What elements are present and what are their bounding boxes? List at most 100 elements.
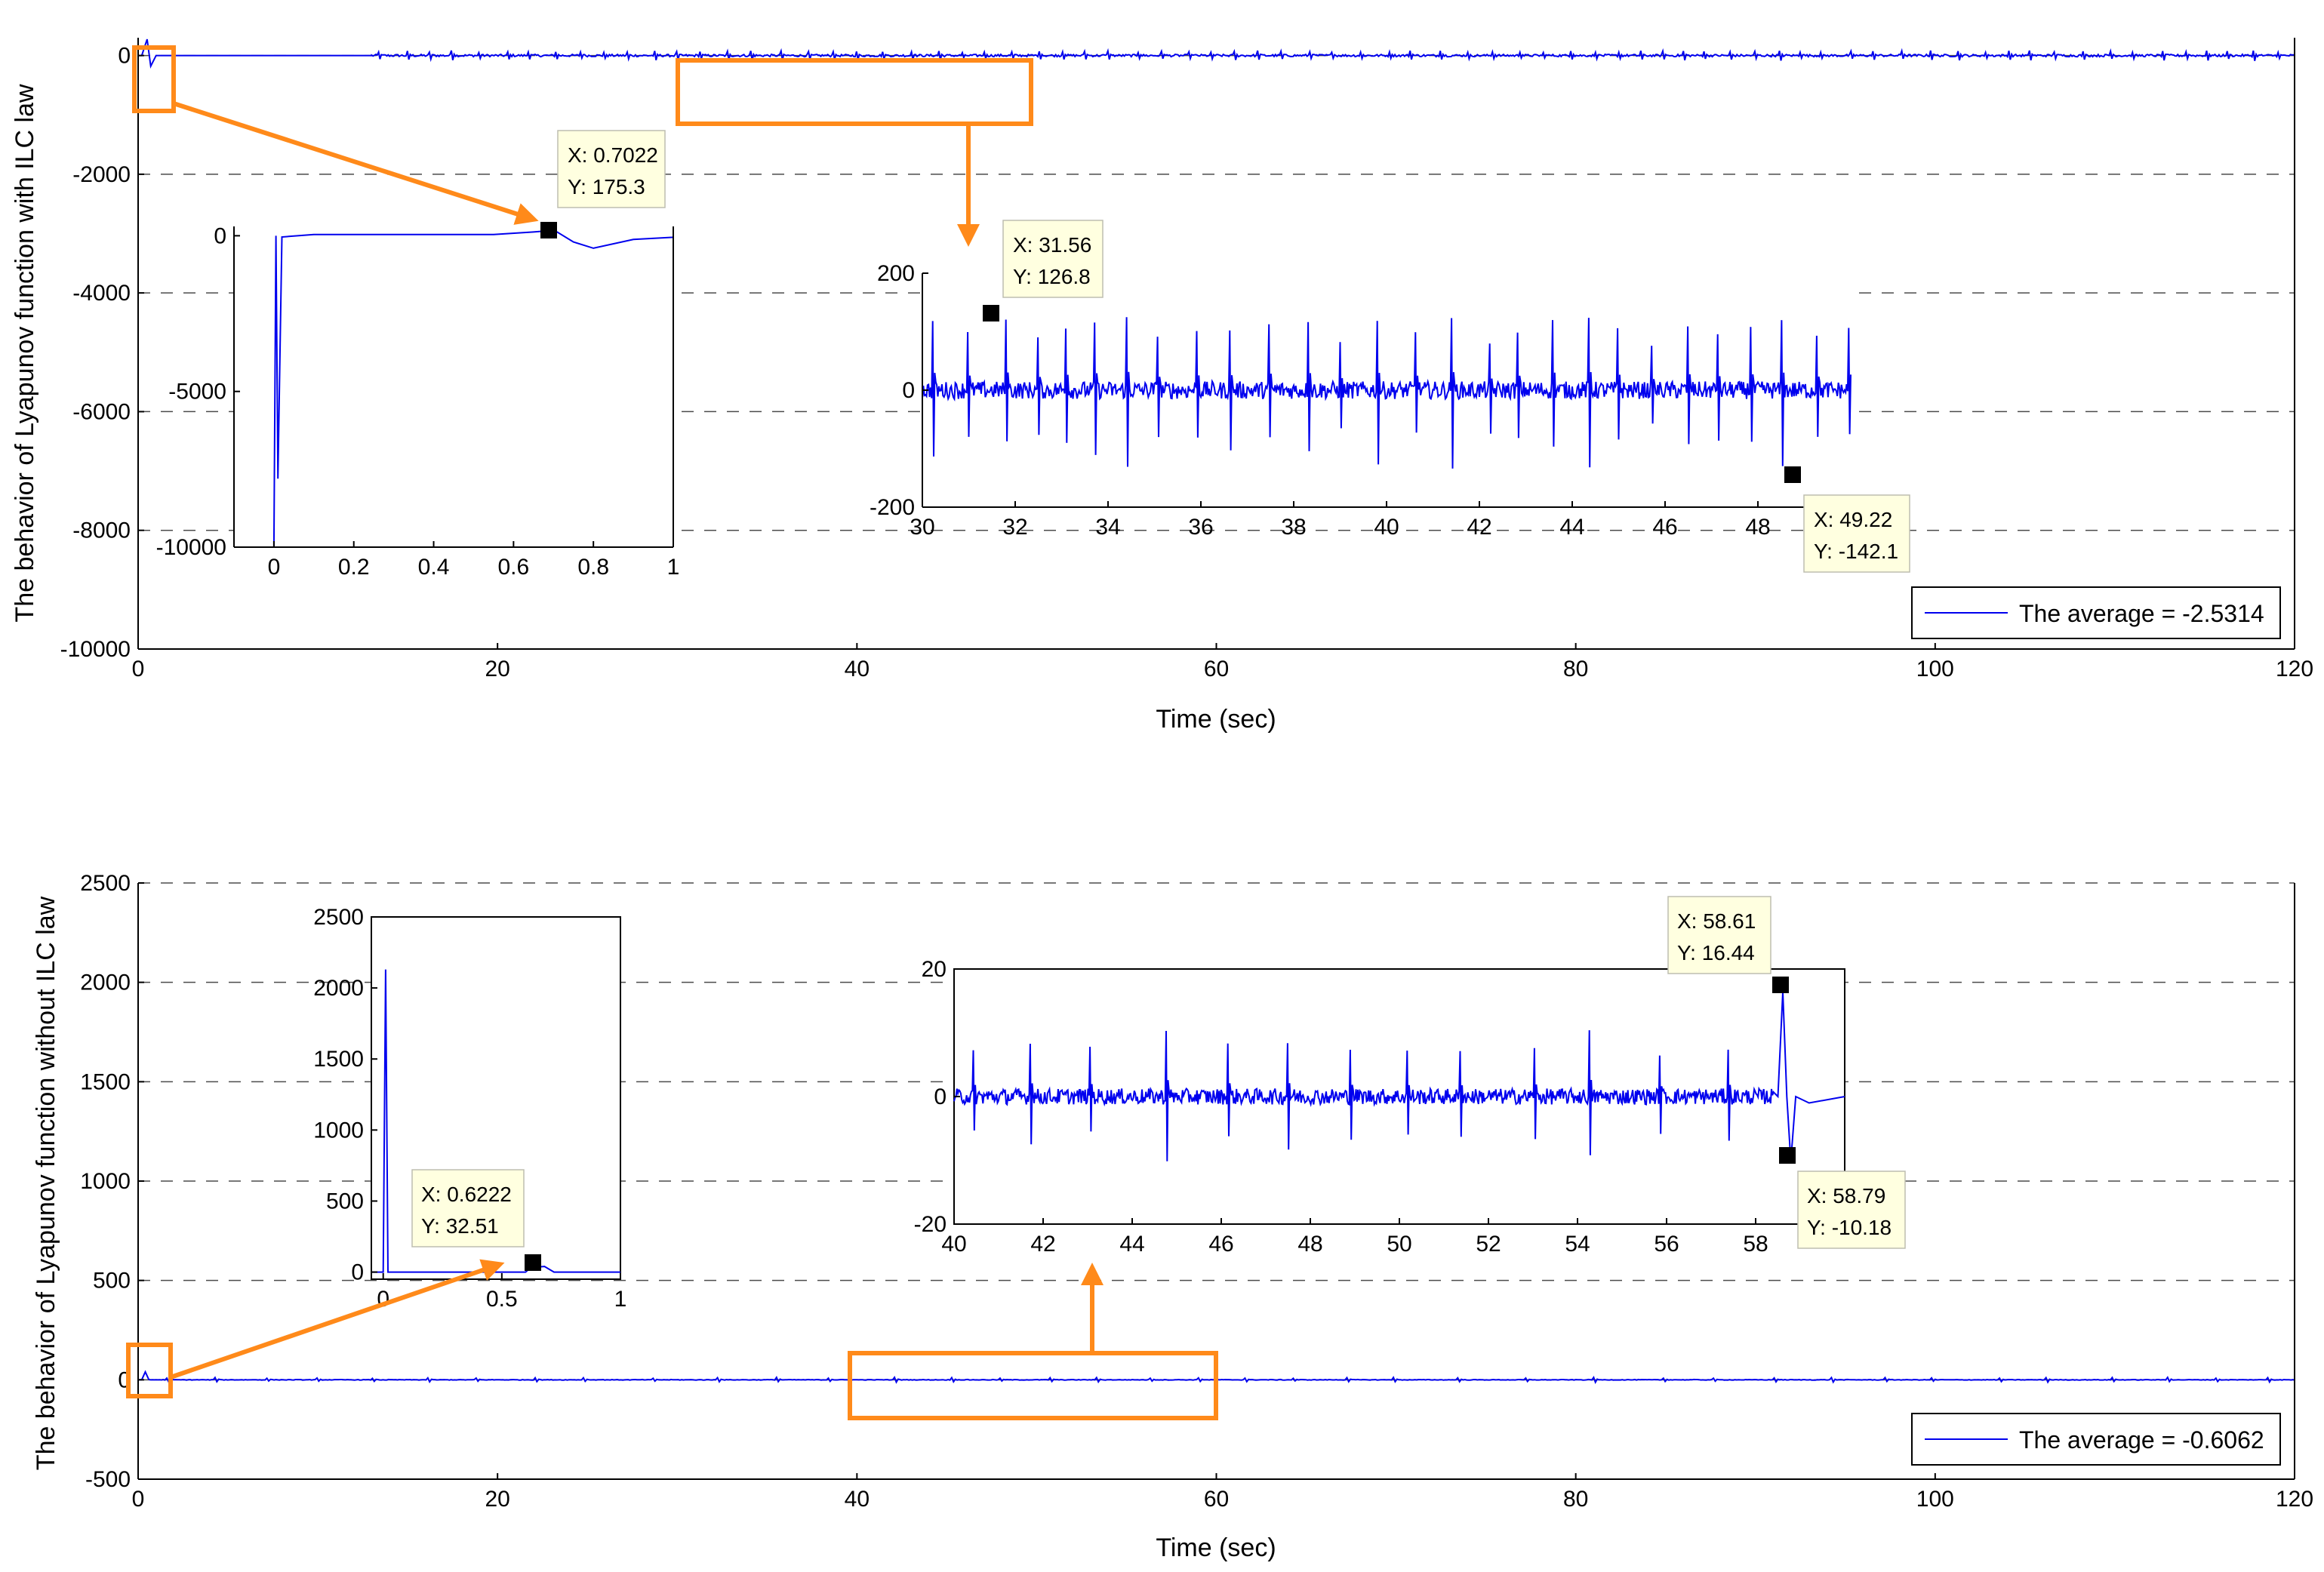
bottom-main-y-tick-label-1: 2000 — [80, 971, 131, 995]
datatip-x: X: 0.6222 — [421, 1183, 512, 1206]
top-inset-left-background — [234, 226, 673, 547]
datatip-y: Y: 32.51 — [421, 1214, 499, 1238]
datatip-marker — [1779, 1147, 1796, 1164]
datatip-box — [411, 1169, 525, 1247]
top-main-y-tick-label-1: -2000 — [72, 162, 131, 187]
bottom-inset-left-trace — [371, 969, 620, 1273]
top-inset-left-x-tick-label-0: 0 — [268, 555, 281, 580]
top-inset-left-series-line — [234, 229, 674, 548]
top-x-axis-label: Time (sec) — [1156, 705, 1276, 734]
datatip-box — [557, 130, 666, 208]
bottom-inset-right-x-tick-label-6: 52 — [1476, 1232, 1501, 1257]
top-inset-right-x-tick-label-6: 42 — [1467, 515, 1491, 540]
datatip-marker — [525, 1254, 541, 1271]
datatip-top-3[interactable]: X: 49.22 Y: -142.1 — [1784, 466, 1910, 573]
top-y-ticks: 0 -2000 -4000 -6000 -8000 -10000 — [60, 44, 144, 662]
datatip-bottom-2[interactable]: X: 58.61 Y: 16.44 — [1667, 896, 1789, 993]
bottom-main-y-tick-label-0: 2500 — [80, 871, 131, 896]
bottom-inset-right-y-tick-label-1: 0 — [934, 1084, 947, 1109]
top-main-x-tick-label-1: 20 — [485, 657, 509, 681]
top-main-x-tick-label-2: 40 — [845, 657, 870, 681]
bottom-inset-left-y-tick-label-1: 2000 — [313, 976, 364, 1001]
bottom-inset-left-x-ticks: 0 0.5 1 — [377, 1273, 626, 1312]
datatip-y: Y: -142.1 — [1814, 540, 1898, 563]
top-inset-right-x-ticks: 30 32 34 36 38 40 42 44 46 48 — [910, 501, 1771, 540]
bottom-main-y-tick-label-3: 1000 — [80, 1169, 131, 1194]
top-inset-left-x-tick-label-4: 0.8 — [577, 555, 609, 580]
top-inset-left-x-ticks: 0 0.2 0.4 0.6 0.8 1 — [268, 541, 679, 580]
bottom-inset-left-y-tick-label-2: 1500 — [313, 1047, 364, 1072]
datatip-y: Y: -10.18 — [1807, 1216, 1892, 1239]
bottom-inset-left-x-tick-label-2: 1 — [614, 1287, 627, 1312]
top-legend: The average = -2.5314 — [1911, 586, 2281, 639]
bottom-main-y-tick-label-4: 500 — [93, 1269, 131, 1294]
top-inset-right-x-tick-label-0: 30 — [910, 515, 934, 540]
top-inset-right-x-tick-label-2: 34 — [1095, 515, 1120, 540]
top-main-y-tick-label-3: -6000 — [72, 399, 131, 424]
datatip-box — [1803, 494, 1910, 573]
top-inset-right-y-tick-label-0: 200 — [877, 261, 915, 286]
datatip-x: X: 58.79 — [1807, 1184, 1885, 1207]
bottom-inset-left-y-tick-label-0: 2500 — [313, 905, 364, 930]
bottom-inset-left-y-tick-label-3: 1000 — [313, 1118, 364, 1143]
datatip-x: X: 0.7022 — [568, 143, 658, 167]
bottom-inset-left-y-tick-label-4: 500 — [326, 1189, 364, 1214]
top-main-x-tick-label-4: 80 — [1563, 657, 1588, 681]
datatip-marker — [540, 222, 557, 238]
top-inset-right-x-tick-label-7: 44 — [1559, 515, 1584, 540]
bottom-legend-label: The average = -0.6062 — [2019, 1426, 2264, 1454]
bottom-arrow-left — [170, 1259, 505, 1380]
bottom-inset-right-x-tick-label-0: 40 — [941, 1232, 966, 1257]
top-inset-left-y-tick-label-1: -5000 — [168, 380, 226, 405]
top-inset-right-y-ticks: 200 0 -200 — [870, 261, 928, 520]
top-main-x-tick-label-6: 120 — [2276, 657, 2313, 681]
top-trace — [138, 38, 2295, 69]
datatip-y: Y: 126.8 — [1013, 265, 1091, 288]
bottom-inset-right-x-tick-label-1: 42 — [1030, 1232, 1055, 1257]
top-inset-right-series-line — [922, 317, 1852, 469]
top-zoom-box-left — [132, 45, 176, 113]
bottom-main-x-tick-label-1: 20 — [485, 1487, 509, 1512]
top-inset-left-x-tick-label-3: 0.6 — [498, 555, 530, 580]
bottom-inset-right-y-tick-label-0: 20 — [922, 957, 947, 982]
bottom-main-x-tick-label-0: 0 — [132, 1487, 145, 1512]
bottom-inset-right-y-ticks: 20 0 -20 — [914, 957, 960, 1237]
bottom-main-x-tick-label-4: 80 — [1563, 1487, 1588, 1512]
top-inset-right: 30 32 34 36 38 40 42 44 46 48 200 0 -200 — [870, 261, 1852, 540]
datatip-bottom-3[interactable]: X: 58.79 Y: -10.18 — [1779, 1147, 1906, 1249]
bottom-main-x-tick-label-5: 100 — [1916, 1487, 1954, 1512]
bottom-inset-right-x-tick-label-9: 58 — [1743, 1232, 1768, 1257]
bottom-inset-right: 40 42 44 46 48 50 52 54 56 58 20 0 -20 — [914, 957, 1845, 1257]
bottom-inset-right-x-tick-label-4: 48 — [1297, 1232, 1322, 1257]
datatip-box — [1797, 1171, 1906, 1249]
top-main-y-tick-label-4: -8000 — [72, 518, 131, 543]
top-inset-left-y-tick-label-2: -10000 — [156, 535, 226, 560]
top-main-series-line — [138, 38, 2295, 69]
bottom-inset-right-x-tick-label-8: 56 — [1654, 1232, 1679, 1257]
bottom-main-y-tick-label-6: -500 — [85, 1467, 131, 1492]
top-main-x-tick-label-5: 100 — [1916, 657, 1954, 681]
bottom-main-x-tick-label-6: 120 — [2276, 1487, 2313, 1512]
top-inset-left-trace — [234, 229, 674, 548]
datatip-y: Y: 175.3 — [568, 175, 645, 198]
datatip-bottom-1[interactable]: X: 0.6222 Y: 32.51 — [411, 1169, 541, 1271]
bottom-inset-right-y-tick-label-2: -20 — [914, 1212, 947, 1237]
bottom-subplot: 0 20 40 60 80 100 120 25002000150010005000-500… — [32, 871, 2313, 1562]
bottom-inset-right-x-tick-label-5: 50 — [1387, 1232, 1411, 1257]
top-main-y-tick-label-2: -4000 — [72, 281, 131, 306]
bottom-inset-right-x-tick-label-2: 44 — [1119, 1232, 1144, 1257]
top-main-x-tick-label-0: 0 — [132, 657, 145, 681]
datatip-top-1[interactable]: X: 0.7022 Y: 175.3 — [540, 130, 666, 238]
datatip-top-2[interactable]: X: 31.56 Y: 126.8 — [983, 220, 1104, 321]
bottom-inset-left-y-ticks: 2500 2000 1500 1000 500 0 — [313, 905, 377, 1285]
top-x-ticks: 0 20 40 60 80 100 120 — [132, 643, 2313, 681]
datatip-x: X: 58.61 — [1677, 909, 1756, 933]
bottom-zoom-box-left — [126, 1343, 173, 1398]
top-inset-right-y-tick-label-1: 0 — [902, 378, 915, 403]
bottom-inset-left-y-tick-label-5: 0 — [351, 1260, 364, 1285]
bottom-y-axis-label: The behavior of Lyapunov function withou… — [32, 896, 60, 1470]
datatip-y: Y: 16.44 — [1677, 941, 1755, 964]
top-subplot: 0 20 40 60 80 100 120 0-2000-4000-6000-8000-10… — [11, 38, 2313, 734]
